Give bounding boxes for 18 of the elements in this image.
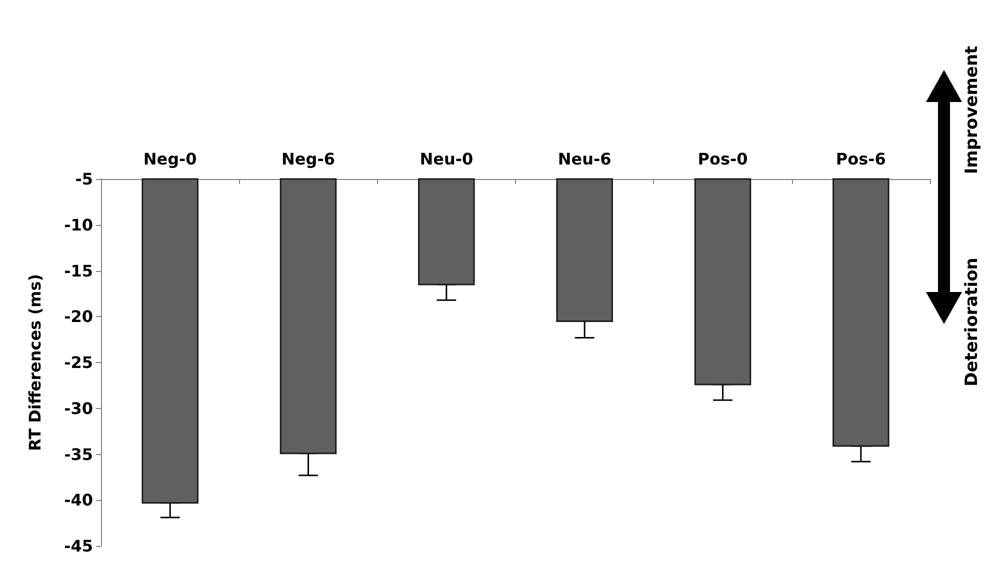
y-tick-label: -40 xyxy=(64,490,93,510)
y-tick-label: -25 xyxy=(64,353,93,372)
x-tick-label: Pos-6 xyxy=(836,150,886,168)
x-tick-label: Neg-6 xyxy=(282,150,335,168)
text: Deterioration xyxy=(962,258,982,386)
x-tick-label: Neg-0 xyxy=(143,150,197,168)
text: Improvement xyxy=(962,46,982,174)
x-tick-label: Pos-0 xyxy=(698,150,748,168)
y-tick-label: -45 xyxy=(64,536,93,556)
y-tick-label: -35 xyxy=(64,444,93,464)
y-tick-label: -15 xyxy=(64,261,93,280)
y-tick-label: -20 xyxy=(64,307,93,326)
x-tick-label: Neu-0 xyxy=(420,150,474,168)
x-tick-label: Neu-6 xyxy=(558,150,612,168)
y-tick-label: -5 xyxy=(75,170,93,188)
y-tick-label: -10 xyxy=(64,215,93,234)
y-axis-title: RT Differences (ms) xyxy=(26,274,44,452)
y-tick-label: -30 xyxy=(64,398,93,418)
